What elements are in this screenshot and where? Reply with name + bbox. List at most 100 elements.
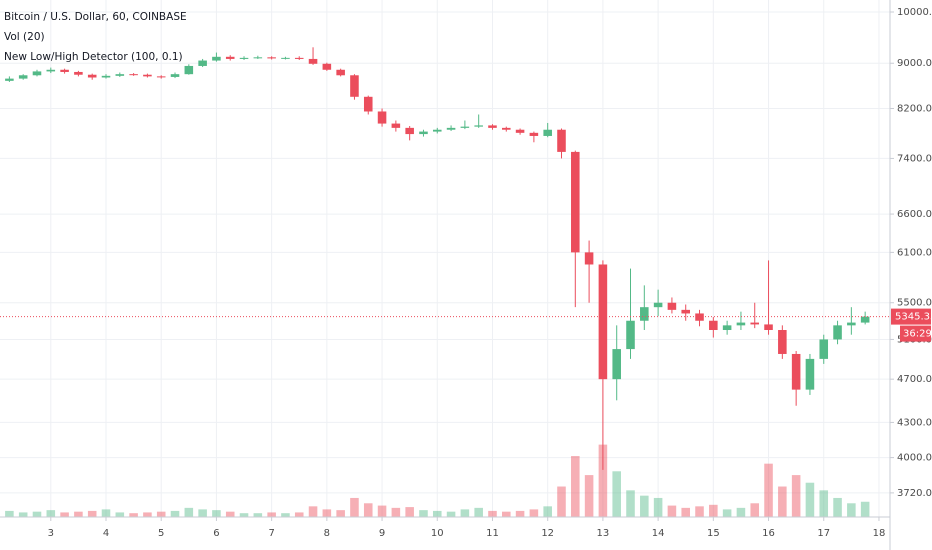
y-tick-label: 3720.00	[897, 488, 932, 499]
candle-body	[377, 111, 387, 124]
volume-bar	[184, 507, 194, 517]
candle-body	[709, 320, 718, 331]
y-tick-label: 9000.00	[897, 58, 932, 69]
volume-bar	[46, 510, 56, 517]
candle-body	[308, 58, 318, 64]
candle-body	[419, 131, 428, 135]
candle-body	[833, 325, 842, 340]
candle-body	[571, 151, 580, 253]
y-tick-label: 4000.00	[897, 453, 932, 464]
last-price-label: 5345.33	[895, 312, 932, 323]
x-tick-label: 18	[873, 528, 886, 539]
volume-bar	[833, 497, 842, 517]
candle-body	[253, 57, 263, 59]
volume-bar	[18, 512, 28, 517]
volume-bar	[653, 497, 663, 517]
candle-body	[667, 302, 677, 310]
volume-bar	[474, 507, 483, 517]
candle-body	[87, 74, 97, 78]
indicator-label: Vol (20)	[4, 31, 45, 43]
candle-body	[143, 74, 152, 77]
volume-bar	[460, 509, 470, 517]
volume-bar	[377, 505, 387, 517]
volume-bar	[860, 501, 870, 517]
candle-body	[805, 358, 815, 390]
candle-body	[115, 74, 125, 76]
candle-body	[529, 132, 539, 136]
candle-body	[184, 65, 194, 75]
candle-body	[474, 125, 483, 127]
volume-bar	[405, 507, 414, 517]
candle-body	[819, 339, 829, 359]
chart-title: Bitcoin / U.S. Dollar, 60, COINBASE	[4, 11, 187, 23]
y-tick-label: 4700.00	[897, 374, 932, 385]
x-tick-label: 7	[268, 528, 274, 539]
candle-body	[847, 322, 856, 326]
x-tick-label: 6	[213, 528, 219, 539]
volume-bar	[336, 510, 345, 517]
candle-body	[363, 96, 373, 112]
candle-body	[74, 71, 83, 75]
y-tick-label: 8200.00	[897, 104, 932, 115]
x-tick-label: 10	[431, 528, 444, 539]
candle-body	[722, 325, 732, 331]
x-tick-label: 4	[103, 528, 109, 539]
volume-bar	[129, 513, 138, 517]
volume-bar	[584, 475, 594, 517]
candle-body	[543, 129, 552, 136]
volume-bar	[612, 471, 621, 517]
candle-body	[198, 60, 207, 66]
candle-body	[557, 129, 566, 152]
volume-bar	[791, 475, 801, 517]
volume-bar	[667, 505, 677, 517]
candle-body	[488, 125, 497, 128]
volume-bar	[709, 504, 718, 517]
candle-body	[32, 71, 42, 76]
volume-bar	[640, 495, 649, 517]
volume-bar	[722, 509, 732, 517]
volume-bar	[571, 456, 580, 517]
candle-body	[432, 129, 442, 132]
volume-bar	[212, 510, 221, 517]
candle-body	[391, 123, 401, 128]
x-tick-label: 17	[817, 528, 830, 539]
candle-body	[626, 320, 635, 350]
candle-body	[350, 75, 359, 97]
candle-body	[460, 126, 470, 128]
candle-body	[239, 57, 249, 59]
candle-body	[18, 75, 28, 79]
candle-body	[46, 69, 56, 72]
x-tick-label: 16	[762, 528, 775, 539]
volume-bar	[695, 506, 704, 517]
volume-bar	[778, 486, 787, 517]
y-tick-label: 10000.00	[897, 7, 932, 18]
volume-bar	[198, 509, 207, 517]
volume-bar	[626, 490, 635, 517]
volume-bar	[488, 510, 497, 517]
x-tick-label: 13	[597, 528, 610, 539]
x-tick-label: 5	[158, 528, 164, 539]
candle-layer	[5, 47, 870, 470]
candle-body	[336, 69, 345, 76]
volume-bar	[5, 510, 14, 517]
candle-body	[60, 69, 69, 72]
volume-bar	[143, 512, 152, 517]
volume-bar	[170, 510, 180, 517]
volume-bar	[557, 486, 566, 517]
volume-bar	[598, 444, 608, 517]
volume-bar	[419, 510, 428, 517]
y-tick-label: 7400.00	[897, 153, 932, 164]
candle-body	[170, 74, 180, 77]
volume-bar	[60, 512, 69, 517]
candle-body	[405, 127, 414, 135]
x-tick-label: 11	[486, 528, 499, 539]
candle-body	[653, 302, 663, 308]
volume-bar	[87, 510, 97, 517]
candle-body	[515, 129, 525, 133]
volume-bar	[847, 503, 856, 517]
candle-body	[640, 307, 649, 321]
volume-bar	[446, 511, 456, 517]
indicator-label: New Low/High Detector (100, 0.1)	[4, 51, 183, 63]
candle-body	[294, 57, 304, 59]
